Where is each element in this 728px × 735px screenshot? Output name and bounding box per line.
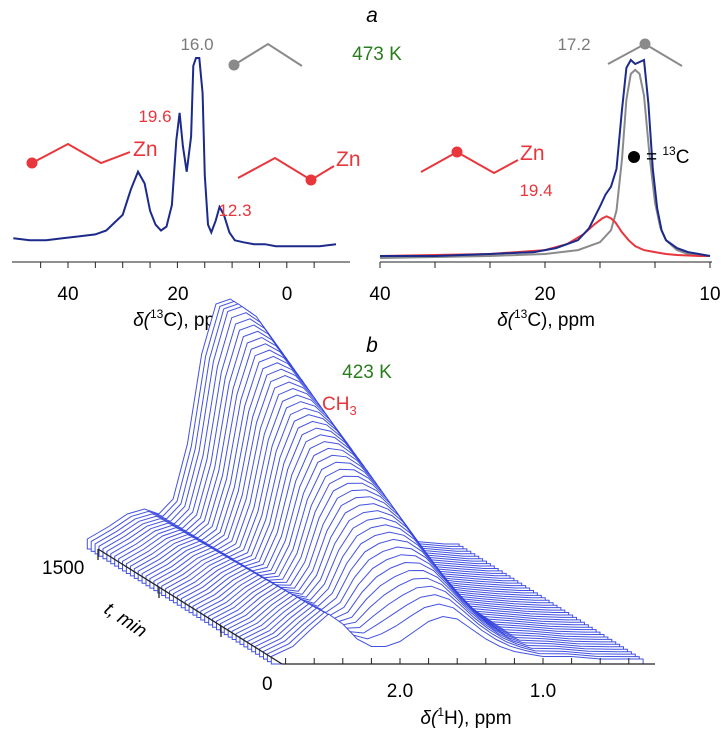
axis-title-iso: 1 <box>437 705 444 719</box>
axis-title-prefix: δ( <box>420 708 439 729</box>
chart-a-left: 40 20 0 δ(13C), ppm 16.0 19.6 12.3 Zn Zn <box>12 35 361 331</box>
ch3-sub: 3 <box>349 403 356 418</box>
legend-dot-icon <box>628 151 640 163</box>
tick-label: 40 <box>57 284 78 305</box>
waterfall-spectra <box>86 298 644 665</box>
legend-iso: 13 <box>662 144 676 158</box>
propane-central-molecule-icon <box>607 38 683 67</box>
time-tick-label-1500: 1500 <box>42 558 84 579</box>
temperature-label-a: 473 K <box>352 44 402 65</box>
propylzinc-terminal-molecule-icon: Zn <box>26 138 158 169</box>
spectrum-trace <box>270 613 644 665</box>
ch3-base: CH <box>322 394 349 415</box>
legend-text: = 13C <box>646 144 689 168</box>
temperature-label-b: 423 K <box>342 362 392 383</box>
x-axis-title-a-right: δ(13C), ppm <box>497 307 595 331</box>
panel-b-label: b <box>366 334 378 357</box>
spectrum-line-a-left <box>13 57 337 248</box>
isotope-legend: = 13C <box>628 144 689 168</box>
peak-label-19-4: 19.4 <box>519 181 552 200</box>
zn-label: Zn <box>133 138 158 161</box>
propylzinc-beta-molecule-icon: Zn <box>237 148 361 186</box>
ppm-axis: 2.0 1.0 δ(1H), ppm <box>282 658 655 729</box>
peak-label-12-3: 12.3 <box>218 201 251 220</box>
axis-title-iso: 13 <box>514 307 528 321</box>
propane-molecule-icon <box>228 42 303 71</box>
axis-title-rest: C), ppm <box>527 310 595 331</box>
propylzinc-central-molecule-icon: Zn <box>420 142 545 175</box>
zn-label: Zn <box>520 142 545 165</box>
peak-label-17-2: 17.2 <box>557 35 590 54</box>
tick-label: 20 <box>534 284 555 305</box>
x-ticks-a-right <box>379 262 711 268</box>
tick-label: 0 <box>282 284 293 305</box>
peak-label-19-6: 19.6 <box>138 107 171 126</box>
panel-a-label: a <box>366 4 378 27</box>
tick-label: 2.0 <box>387 681 413 702</box>
axis-title-prefix: δ( <box>497 310 516 331</box>
spectrum-line-a-right <box>380 58 711 257</box>
tick-label: 40 <box>369 284 390 305</box>
peak-label-16-0: 16.0 <box>180 35 213 54</box>
legend-equals: = <box>646 147 662 168</box>
tick-label: 10 <box>699 284 720 305</box>
time-tick-label-0: 0 <box>262 674 273 695</box>
tick-label: 20 <box>167 284 188 305</box>
chart-a-right: 40 20 10 δ(13C), ppm 17.2 19.4 Zn = 13C <box>369 35 720 331</box>
axis-title-rest: H), ppm <box>444 708 512 729</box>
legend-element: C <box>676 147 690 168</box>
zn-label: Zn <box>336 148 361 171</box>
time-axis-title: t, min <box>100 599 150 642</box>
x-axis-title-b: δ(1H), ppm <box>420 705 511 729</box>
ch3-label: CH3 <box>322 394 357 418</box>
time-axis-line <box>97 548 283 665</box>
axis-title-iso: 13 <box>150 307 164 321</box>
ppm-ticks <box>285 658 630 664</box>
tick-label: 1.0 <box>530 681 556 702</box>
axis-title-prefix: δ( <box>133 310 152 331</box>
x-ticks-a-left <box>40 262 315 268</box>
